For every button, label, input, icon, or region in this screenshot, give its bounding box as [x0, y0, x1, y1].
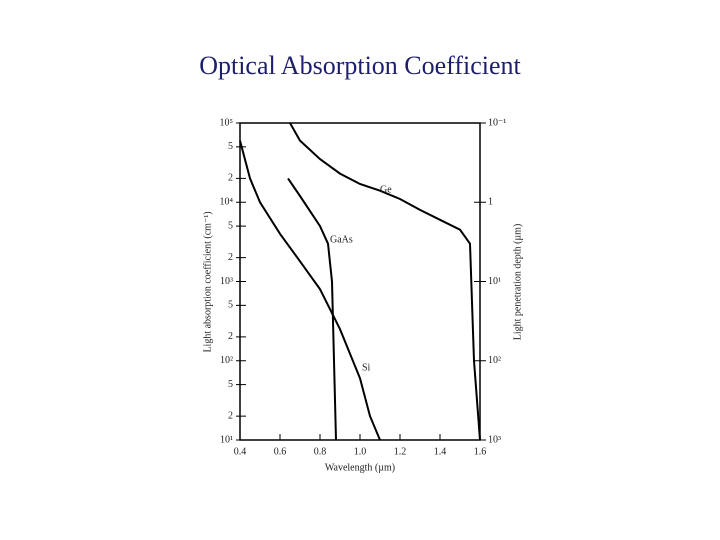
y2-tick-label: 10³	[488, 434, 501, 445]
series-label: Si	[362, 362, 371, 373]
y-tick-label: 5	[228, 141, 233, 152]
y-tick-label: 2	[228, 410, 233, 421]
y-tick-label: 5	[228, 379, 233, 390]
y-tick-label: 2	[228, 252, 233, 263]
x-tick-label: 1.0	[354, 446, 367, 457]
x-tick-label: 0.6	[274, 446, 287, 457]
y2-tick-label: 10⁻¹	[488, 117, 506, 128]
x-tick-label: 0.4	[234, 446, 247, 457]
y-tick-label: 10¹	[220, 434, 233, 445]
x-tick-label: 0.8	[314, 446, 327, 457]
x-tick-label: 1.4	[434, 446, 447, 457]
y2-axis-label: Light penetration depth (µm)	[512, 224, 523, 341]
y-tick-label: 2	[228, 331, 233, 342]
x-axis-label: Wavelength (µm)	[325, 462, 395, 473]
chart-title: Optical Absorption Coefficient	[199, 51, 521, 80]
x-tick-label: 1.2	[394, 446, 407, 457]
series-line	[289, 122, 481, 441]
x-tick-label: 1.6	[474, 446, 487, 457]
series-line	[239, 140, 381, 441]
y-tick-label: 2	[228, 173, 233, 184]
y2-tick-label: 10²	[488, 355, 501, 366]
series-label: GaAs	[330, 234, 353, 245]
y2-tick-label: 10¹	[488, 276, 501, 287]
y-tick-label: 5	[228, 220, 233, 231]
y-tick-label: 5	[228, 300, 233, 311]
y-axis-label: Light absorption coefficient (cm⁻¹)	[202, 211, 213, 352]
series-line	[287, 177, 337, 441]
series-label: Ge	[380, 184, 392, 195]
y-tick-label: 10⁴	[220, 197, 234, 208]
y-tick-label: 10³	[220, 276, 233, 287]
y-tick-label: 10⁵	[220, 117, 234, 128]
y2-tick-label: 1	[488, 197, 493, 208]
y-tick-label: 10²	[220, 355, 233, 366]
